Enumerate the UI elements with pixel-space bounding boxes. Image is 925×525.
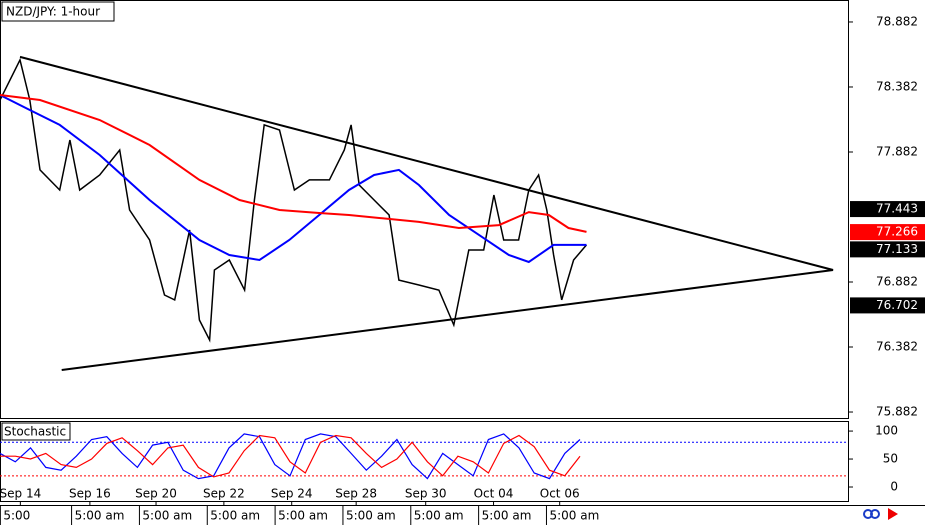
x-tick-label: Sep 22: [203, 487, 245, 501]
time-tick-label: 5:00 am: [75, 509, 125, 523]
price-box: [850, 201, 925, 218]
x-tick-label: Sep 28: [335, 487, 377, 501]
time-tick-label: 5:00 am: [210, 509, 260, 523]
time-tick-label: 5:00 am: [346, 509, 396, 523]
price-box-label: 76.702: [876, 298, 918, 312]
chart-title: NZD/JPY: 1-hour: [6, 5, 100, 19]
series-line: [0, 57, 588, 343]
stoch-line: [0, 433, 581, 480]
y-tick-label: 78.882: [876, 14, 918, 28]
trendline: [61, 269, 834, 371]
trendline: [19, 55, 834, 271]
stochastic-title: Stochastic: [4, 425, 66, 439]
series-line: [0, 94, 587, 233]
time-tick-label: 5:00 am: [278, 509, 328, 523]
stoch-tick-label: 0: [890, 480, 898, 494]
link-icon[interactable]: [870, 509, 880, 519]
time-tick-label: 5:00 am: [482, 509, 532, 523]
price-box-label: 77.266: [876, 225, 918, 239]
price-box: [850, 297, 925, 314]
x-tick-label: Sep 20: [135, 487, 177, 501]
stoch-line: [0, 434, 581, 478]
price-box: [850, 224, 925, 241]
price-box-label: 77.133: [876, 242, 918, 256]
y-tick-label: 76.882: [876, 275, 918, 289]
stochastic-title-box: [1, 422, 71, 441]
title-box: [1, 1, 115, 22]
x-tick-label: Sep 30: [405, 487, 447, 501]
y-tick-label: 76.382: [876, 340, 918, 354]
x-tick-label: Sep 24: [271, 487, 313, 501]
y-tick-label: 77.882: [876, 144, 918, 158]
price-box-label: 77.443: [876, 202, 918, 216]
time-tick-label: 5:00: [3, 509, 30, 523]
x-tick-label: Sep 16: [69, 487, 111, 501]
time-tick-label: 5:00 am: [142, 509, 192, 523]
toolbar-icons[interactable]: [863, 508, 898, 520]
stoch-tick-label: 50: [883, 452, 898, 466]
y-tick-label: 78.382: [876, 79, 918, 93]
series-line: [0, 94, 587, 264]
time-tick-label: 5:00 am: [414, 509, 464, 523]
y-tick-label: 75.882: [876, 405, 918, 419]
time-tick-label: 5:00 am: [549, 509, 599, 523]
x-tick-label: Oct 06: [540, 487, 580, 501]
arrow-icon[interactable]: [888, 508, 898, 520]
x-tick-label: Oct 04: [474, 487, 514, 501]
price-panel: [0, 0, 849, 419]
stoch-tick-label: 100: [875, 424, 898, 438]
price-box: [850, 241, 925, 258]
x-tick-label: Sep 14: [0, 487, 41, 501]
